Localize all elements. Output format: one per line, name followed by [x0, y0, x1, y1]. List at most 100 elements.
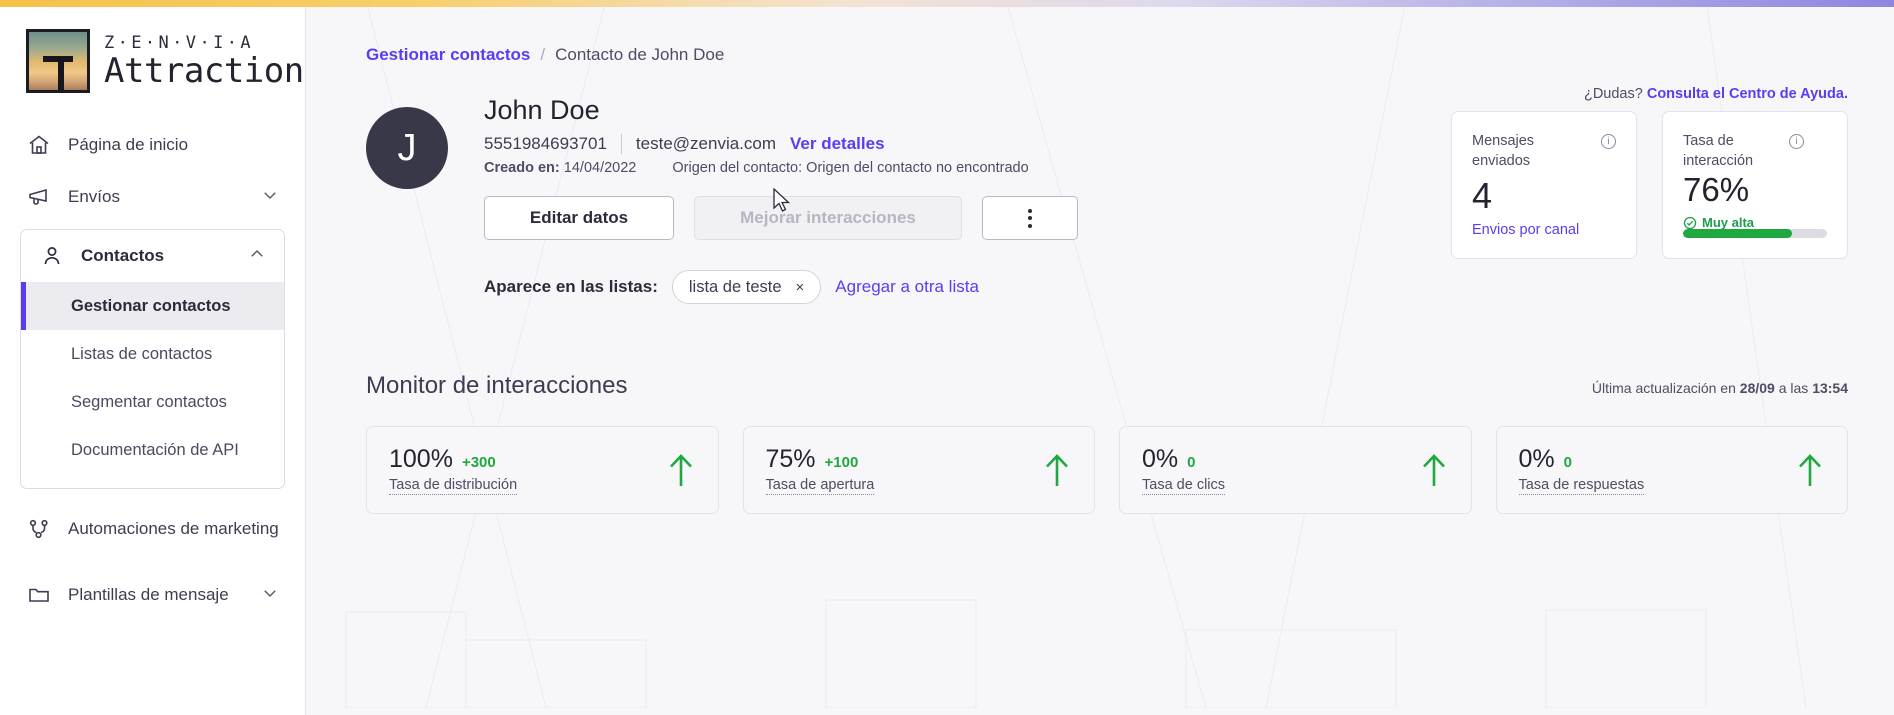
contact-created-label: Creado en:	[484, 160, 560, 176]
breadcrumb-link-gestionar-contactos[interactable]: Gestionar contactos	[366, 45, 531, 64]
sidebar-subitem-gestionar-contactos[interactable]: Gestionar contactos	[21, 282, 284, 330]
metric-card-tasa-de-distribucion: 100% +300 Tasa de distribución	[366, 426, 719, 514]
monitor-update-date: 28/09	[1739, 380, 1775, 396]
arrow-up-icon	[1422, 454, 1445, 486]
stat-value: 76%	[1683, 171, 1750, 209]
contact-meta: Creado en: 14/04/2022 Origen del contact…	[484, 160, 1078, 176]
breadcrumb: Gestionar contactos / Contacto de John D…	[366, 7, 1848, 65]
sidebar-item-plantillas-label: Plantillas de mensaje	[68, 585, 229, 604]
breadcrumb-separator: /	[540, 45, 546, 64]
help-prefix: ¿Dudas?	[1583, 86, 1643, 102]
sidebar-item-envios[interactable]: Envíos	[0, 171, 305, 223]
monitor-update-prefix: Última actualización en	[1591, 380, 1736, 396]
metric-cards: 100% +300 Tasa de distribución 75% +100	[366, 426, 1848, 514]
envios-por-canal-link[interactable]: Envios por canal	[1472, 222, 1580, 238]
metric-delta: 0	[1187, 454, 1196, 471]
mejorar-interacciones-button[interactable]: Mejorar interacciones	[694, 196, 962, 240]
sidebar-item-home-label: Página de inicio	[68, 135, 189, 154]
stat-card-tasa-de-interaccion: Tasa de interacción i 76% Muy alta	[1662, 111, 1848, 259]
metric-label: Tasa de clics	[1142, 477, 1226, 495]
help-center-link[interactable]: Consulta el Centro de Ayuda.	[1646, 86, 1848, 102]
stat-title-text: Mensajes enviados	[1472, 133, 1535, 169]
arrow-up-icon	[669, 454, 692, 486]
zenvia-logo-mark	[26, 29, 90, 93]
metric-delta: +300	[461, 454, 496, 471]
stat-value: 4	[1472, 175, 1493, 217]
close-icon[interactable]: ×	[795, 278, 805, 296]
main-content: ¿Dudas? Consulta el Centro de Ayuda. Men…	[306, 0, 1894, 715]
contact-phone: 5551984693701	[484, 134, 607, 153]
progress-bar-track	[1683, 229, 1827, 238]
user-icon	[39, 243, 65, 269]
stat-card-mensajes-enviados: Mensajes enviados i 4 Envios por canal	[1451, 111, 1637, 259]
sidebar-subitem-gestionar-contactos-label: Gestionar contactos	[71, 296, 231, 315]
sidebar-nav: Página de inicio Envíos	[0, 119, 305, 621]
stat-cards: Mensajes enviados i 4 Envios por canal T…	[1451, 111, 1848, 259]
chevron-down-icon[interactable]	[261, 584, 279, 607]
contact-identifiers: 5551984693701 teste@zenvia.com Ver detal…	[484, 134, 1078, 154]
monitor-title: Monitor de interacciones	[366, 372, 628, 399]
check-circle-icon	[1683, 216, 1697, 229]
metric-value: 0%	[1142, 445, 1179, 473]
contact-origin-value: Origen del contacto no encontrado	[806, 160, 1029, 176]
status-badge: Muy alta	[1683, 215, 1827, 230]
list-chip-label: lista de teste	[688, 277, 782, 296]
sidebar: Z·E·N·V·I·A Attraction Página de inicio	[0, 0, 306, 715]
app-logo[interactable]: Z·E·N·V·I·A Attraction	[0, 7, 305, 93]
arrow-up-icon	[1799, 454, 1821, 486]
sidebar-item-envios-label: Envíos	[68, 187, 120, 206]
status-badge-label: Muy alta	[1702, 215, 1755, 231]
folder-icon	[26, 582, 52, 608]
stat-card-title: Tasa de interacción i	[1683, 132, 1827, 171]
contact-info: John Doe 5551984693701 teste@zenvia.com …	[484, 95, 1078, 240]
metric-value: 0%	[1518, 445, 1555, 473]
avatar: J	[366, 107, 448, 189]
sidebar-item-contactos-label: Contactos	[81, 246, 165, 265]
sidebar-group-contactos: Contactos Gestionar contactos Listas de …	[20, 229, 285, 489]
contact-lists-row: Aparece en las listas: lista de teste × …	[484, 270, 1848, 304]
metric-value: 100%	[389, 445, 453, 473]
agregar-a-otra-lista-link[interactable]: Agregar a otra lista	[835, 277, 979, 296]
more-options-button[interactable]	[982, 196, 1078, 240]
sidebar-item-plantillas[interactable]: Plantillas de mensaje	[0, 569, 305, 621]
sidebar-subitem-segmentar-contactos[interactable]: Segmentar contactos	[21, 378, 284, 426]
metric-delta: +100	[824, 454, 859, 471]
sidebar-item-home[interactable]: Página de inicio	[0, 119, 305, 171]
editar-datos-button[interactable]: Editar datos	[484, 196, 674, 240]
monitor-update-mid: a las	[1778, 380, 1809, 396]
home-icon	[26, 132, 52, 158]
sidebar-subitem-listas-de-contactos[interactable]: Listas de contactos	[21, 330, 284, 378]
contact-email: teste@zenvia.com	[635, 134, 777, 153]
progress-bar-fill	[1683, 229, 1793, 238]
info-icon[interactable]: i	[1789, 134, 1804, 149]
mouse-cursor	[773, 188, 791, 212]
metric-delta: 0	[1563, 454, 1572, 471]
info-icon[interactable]: i	[1601, 134, 1616, 149]
help-line: ¿Dudas? Consulta el Centro de Ayuda.	[1584, 86, 1848, 102]
metric-card-tasa-de-clics: 0% 0 Tasa de clics	[1119, 426, 1472, 514]
sidebar-item-automaciones-label: Automaciones de marketing	[68, 519, 279, 538]
sidebar-subitem-documentacion-de-api[interactable]: Documentación de API	[21, 426, 284, 474]
stat-card-title: Mensajes enviados i	[1472, 132, 1616, 171]
ver-detalles-link[interactable]: Ver detalles	[790, 134, 885, 153]
nodes-icon	[26, 516, 52, 542]
contact-created-value: 14/04/2022	[563, 160, 637, 176]
metric-label: Tasa de distribución	[389, 477, 518, 495]
arrow-up-icon	[1046, 454, 1068, 486]
sidebar-item-contactos[interactable]: Contactos	[21, 230, 284, 282]
chevron-up-icon[interactable]	[248, 245, 266, 268]
list-chip[interactable]: lista de teste ×	[671, 270, 822, 304]
sidebar-item-automaciones[interactable]: Automaciones de marketing	[0, 503, 305, 555]
chevron-down-icon[interactable]	[261, 186, 279, 209]
kebab-icon	[1028, 208, 1032, 228]
sidebar-subitem-listas-de-contactos-label: Listas de contactos	[71, 344, 213, 363]
metric-card-tasa-de-apertura: 75% +100 Tasa de apertura	[742, 426, 1095, 514]
logo-product-text: Attraction	[104, 50, 304, 91]
stat-title-text: Tasa de interacción	[1683, 133, 1754, 169]
monitor-header: Monitor de interacciones Última actualiz…	[366, 372, 1848, 400]
logo-zenvia-text: Z·E·N·V·I·A	[104, 32, 254, 53]
sidebar-subitem-segmentar-contactos-label: Segmentar contactos	[71, 392, 227, 411]
contact-origin-label: Origen del contacto:	[672, 160, 803, 176]
metric-value: 75%	[765, 445, 816, 473]
